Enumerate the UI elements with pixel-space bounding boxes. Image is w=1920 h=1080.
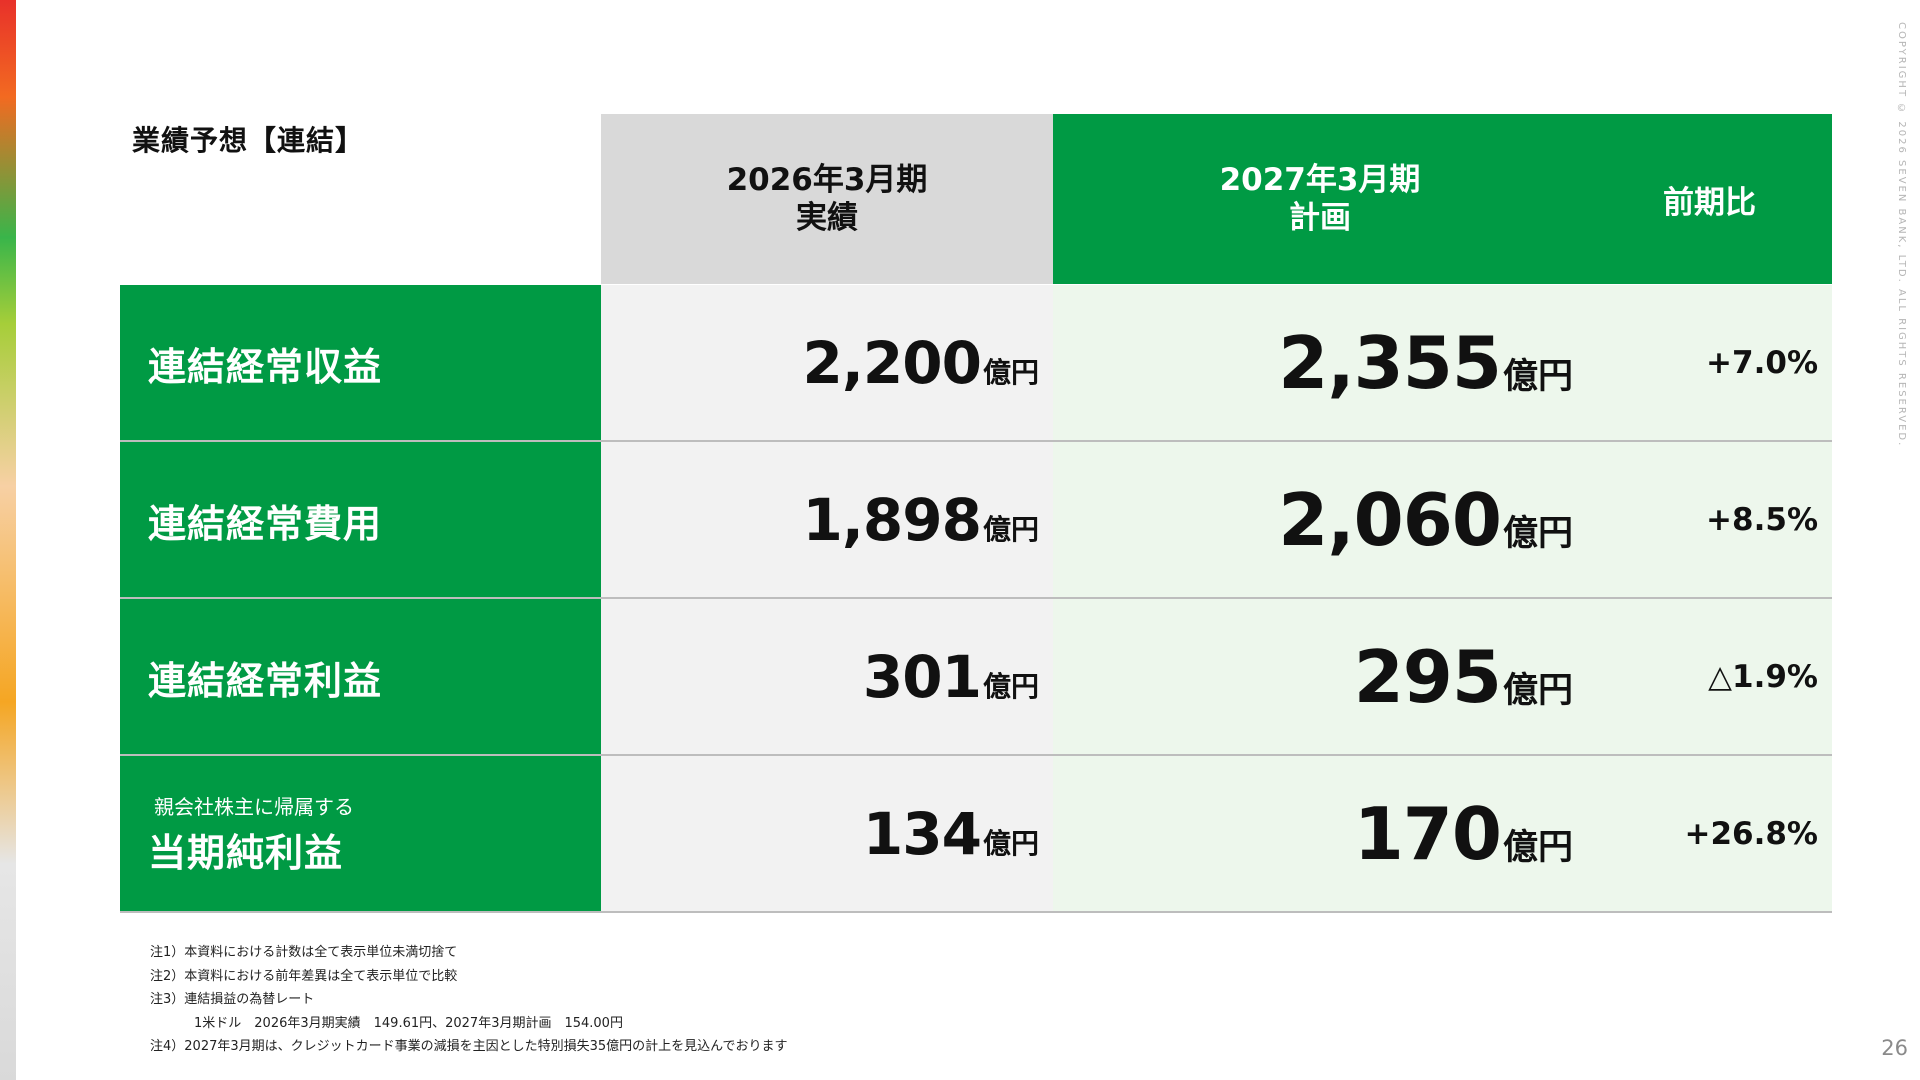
- fy2026-actual-value: 2,200: [802, 329, 982, 397]
- yoy-ratio-cell: △1.9%: [1587, 599, 1832, 755]
- header-fy2026-period: 2026年3月期: [726, 162, 928, 198]
- header-fy2026-actual: 2026年3月期 実績: [601, 114, 1053, 284]
- footnotes: 注1）本資料における計数は全て表示単位未満切捨て 注2）本資料における前年差異は…: [150, 941, 788, 1059]
- row-label: 連結経常収益: [148, 344, 383, 389]
- header-fy2027-type: 計画: [1289, 200, 1351, 236]
- row-label-cell: 連結経常収益: [120, 285, 601, 441]
- yoy-ratio-cell: +8.5%: [1587, 442, 1832, 598]
- row-divider: [120, 754, 1832, 756]
- row-label: 連結経常費用: [148, 501, 383, 546]
- footnote-4: 注4）2027年3月期は、クレジットカード事業の減損を主因とした特別損失35億円…: [150, 1039, 788, 1054]
- unit-label: 億円: [1502, 827, 1573, 868]
- fy2026-actual-cell: 301 億円: [601, 599, 1053, 755]
- footnote-3-detail: 1米ドル 2026年3月期実績 149.61円、2027年3月期計画 154.0…: [194, 1015, 623, 1031]
- header-yoy-ratio: 前期比: [1587, 114, 1832, 284]
- header-fy2027-plan: 2027年3月期 計画: [1053, 114, 1587, 284]
- header-fy2027-period: 2027年3月期: [1219, 162, 1421, 198]
- row-label-cell: 親会社株主に帰属する 当期純利益: [120, 756, 601, 912]
- fy2026-actual-cell: 2,200 億円: [601, 285, 1053, 441]
- page-number: 26: [1881, 1036, 1908, 1060]
- row-divider: [120, 440, 1832, 442]
- unit-label: 億円: [982, 356, 1039, 389]
- fy2027-plan-value: 2,355: [1278, 321, 1502, 405]
- footnote-1: 注1）本資料における計数は全て表示単位未満切捨て: [150, 945, 458, 960]
- fy2027-plan-cell: 2,060 億円: [1053, 442, 1587, 598]
- unit-label: 億円: [1502, 513, 1573, 554]
- row-divider: [120, 597, 1832, 599]
- fy2026-actual-value: 1,898: [802, 486, 982, 554]
- fy2027-plan-cell: 2,355 億円: [1053, 285, 1587, 441]
- fy2027-plan-cell: 295 億円: [1053, 599, 1587, 755]
- header-yoy-ratio-label: 前期比: [1663, 184, 1756, 221]
- row-label: 連結経常利益: [148, 658, 383, 703]
- unit-label: 億円: [1502, 356, 1573, 397]
- unit-label: 億円: [982, 827, 1039, 860]
- table-bottom-border: [120, 911, 1832, 913]
- fy2026-actual-value: 134: [862, 800, 982, 868]
- yoy-ratio-cell: +26.8%: [1587, 756, 1832, 912]
- brand-color-bar: [0, 0, 16, 1080]
- yoy-ratio-cell: +7.0%: [1587, 285, 1832, 441]
- fy2026-actual-cell: 1,898 億円: [601, 442, 1053, 598]
- copyright-notice: COPYRIGHT © 2026 SEVEN BANK, LTD. ALL RI…: [1896, 22, 1907, 448]
- yoy-ratio-value: +26.8%: [1684, 816, 1818, 852]
- fy2027-plan-cell: 170 億円: [1053, 756, 1587, 912]
- unit-label: 億円: [982, 513, 1039, 546]
- fy2027-plan-value: 170: [1353, 792, 1502, 876]
- fy2027-plan-value: 2,060: [1278, 478, 1502, 562]
- header-fy2026-type: 実績: [796, 200, 858, 236]
- footnote-2: 注2）本資料における前年差異は全て表示単位で比較: [150, 968, 458, 984]
- table-row-ordinary-profit: 連結経常利益 301 億円 295 億円 △1.9%: [120, 599, 1832, 755]
- row-label-cell: 連結経常利益: [120, 599, 601, 755]
- yoy-ratio-value: +7.0%: [1706, 345, 1818, 381]
- table-row-ordinary-expenses: 連結経常費用 1,898 億円 2,060 億円 +8.5%: [120, 442, 1832, 598]
- unit-label: 億円: [982, 670, 1039, 703]
- row-sublabel: 親会社株主に帰属する: [154, 795, 354, 819]
- row-label-cell: 連結経常費用: [120, 442, 601, 598]
- fy2027-plan-value: 295: [1353, 635, 1502, 719]
- table-row-ordinary-income: 連結経常収益 2,200 億円 2,355 億円 +7.0%: [120, 285, 1832, 441]
- page-title: 業績予想【連結】: [132, 124, 365, 157]
- unit-label: 億円: [1502, 670, 1573, 711]
- table-row-net-income: 親会社株主に帰属する 当期純利益 134 億円 170 億円 +26.8%: [120, 756, 1832, 912]
- yoy-ratio-value: +8.5%: [1706, 502, 1818, 538]
- fy2026-actual-cell: 134 億円: [601, 756, 1053, 912]
- row-label: 当期純利益: [148, 831, 344, 875]
- footnote-3: 注3）連結損益の為替レート: [150, 992, 315, 1007]
- fy2026-actual-value: 301: [862, 643, 982, 711]
- yoy-ratio-value: △1.9%: [1708, 659, 1818, 695]
